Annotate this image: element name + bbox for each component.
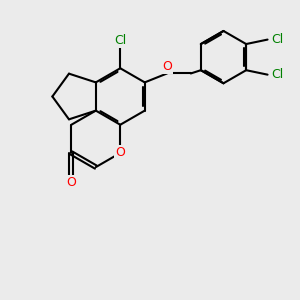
- Text: O: O: [115, 146, 125, 160]
- Text: O: O: [66, 176, 76, 189]
- Text: Cl: Cl: [271, 68, 283, 81]
- Text: O: O: [162, 59, 172, 73]
- Text: Cl: Cl: [271, 33, 283, 46]
- Text: Cl: Cl: [114, 34, 126, 46]
